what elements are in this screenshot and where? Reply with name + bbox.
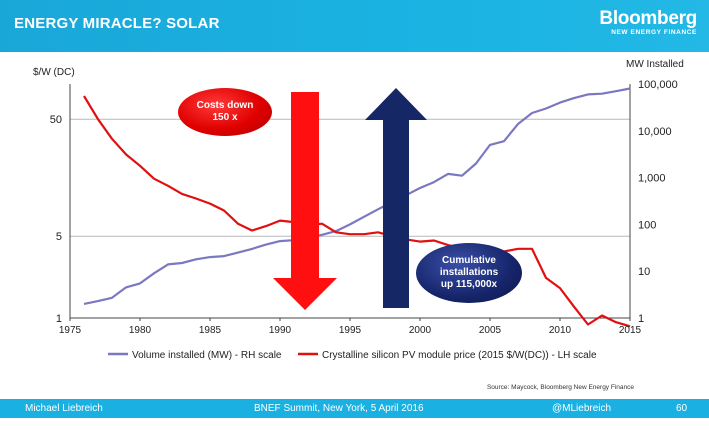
right-tick-label: 100,000 <box>638 79 678 91</box>
series-line-0 <box>83 87 631 305</box>
costs-line-2: 150 x <box>212 112 238 123</box>
right-tick-label: 1 <box>638 313 644 325</box>
x-tick-label: 2010 <box>549 325 572 336</box>
footer-handle: @MLiebreich <box>552 403 612 414</box>
x-tick-label: 1990 <box>269 325 292 336</box>
red-down-arrow <box>273 92 337 310</box>
x-tick-label: 1985 <box>199 325 222 336</box>
footer-bar: Michael Liebreich BNEF Summit, New York,… <box>0 399 709 418</box>
logo-subtitle: NEW ENERGY FINANCE <box>611 29 697 36</box>
right-axis-label: MW Installed <box>626 59 684 70</box>
left-tick-label: 50 <box>50 114 62 126</box>
footer-page: 60 <box>676 403 688 414</box>
x-tick-label: 1980 <box>129 325 152 336</box>
navy-up-arrow <box>365 88 427 308</box>
legend-label: Volume installed (MW) - RH scale <box>132 350 282 361</box>
footer-event: BNEF Summit, New York, 5 April 2016 <box>254 403 424 414</box>
left-tick-label: 5 <box>56 231 62 243</box>
right-tick-label: 100 <box>638 219 656 231</box>
installations-up-callout: Cumulative installations up 115,000x <box>416 243 522 303</box>
left-tick-label: 1 <box>56 313 62 325</box>
right-tick-label: 10,000 <box>638 126 672 138</box>
series-line-1 <box>83 95 631 328</box>
x-tick-label: 1995 <box>339 325 362 336</box>
logo-brand: Bloomberg <box>599 8 697 29</box>
slide-title: ENERGY MIRACLE? SOLAR <box>14 15 220 32</box>
footer-author: Michael Liebreich <box>25 403 103 414</box>
installs-line-3: up 115,000x <box>440 279 498 290</box>
left-axis-label: $/W (DC) <box>33 67 75 78</box>
right-tick-label: 10 <box>638 266 650 278</box>
x-tick-label: 2015 <box>619 325 642 336</box>
bloomberg-logo: Bloomberg NEW ENERGY FINANCE <box>599 9 697 37</box>
legend-label: Crystalline silicon PV module price (201… <box>322 350 597 361</box>
installs-line-1: Cumulative <box>442 255 496 266</box>
costs-down-callout: Costs down 150 x <box>178 88 272 136</box>
source-note: Source: Maycock, Bloomberg New Energy Fi… <box>486 384 634 391</box>
header-banner: ENERGY MIRACLE? SOLAR Bloomberg NEW ENER… <box>0 0 709 52</box>
x-tick-label: 2005 <box>479 325 502 336</box>
costs-line-1: Costs down <box>196 100 254 111</box>
x-tick-label: 2000 <box>409 325 432 336</box>
right-tick-label: 1,000 <box>638 173 666 185</box>
installs-line-2: installations <box>439 267 499 278</box>
x-tick-label: 1975 <box>59 325 82 336</box>
